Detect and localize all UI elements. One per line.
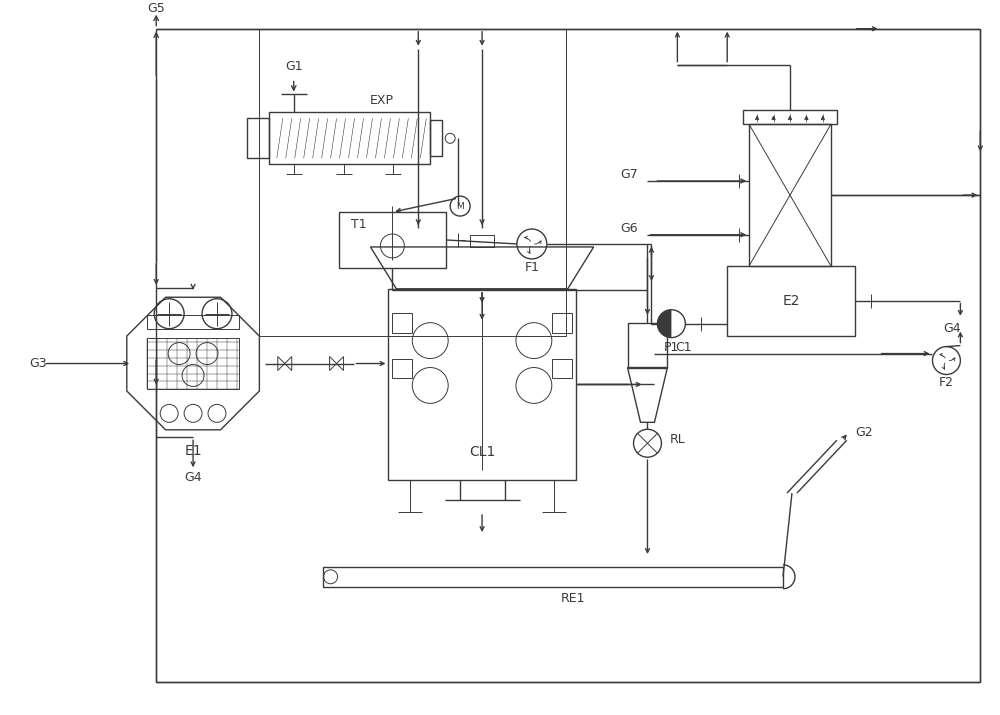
Text: G2: G2 [855, 426, 872, 439]
Text: G5: G5 [147, 2, 165, 15]
Text: G1: G1 [285, 59, 303, 72]
Bar [552, 312, 572, 332]
Bar [147, 315, 239, 329]
Text: G3: G3 [30, 357, 47, 370]
Text: F2: F2 [939, 376, 954, 389]
Bar [388, 289, 576, 480]
Bar [147, 337, 239, 390]
Text: G4: G4 [943, 322, 961, 335]
Text: G7: G7 [620, 169, 638, 182]
Text: E1: E1 [184, 444, 202, 458]
Text: E2: E2 [782, 294, 800, 307]
Text: RL: RL [669, 433, 685, 445]
Bar [628, 322, 667, 368]
Text: CL1: CL1 [469, 445, 495, 459]
Text: C1: C1 [675, 341, 692, 354]
Bar [470, 235, 494, 247]
Bar [392, 358, 412, 378]
Text: F1: F1 [524, 262, 539, 275]
Text: M: M [456, 202, 464, 211]
Bar [269, 112, 430, 164]
Bar [430, 120, 442, 157]
Text: T1: T1 [351, 217, 366, 230]
Bar [552, 358, 572, 378]
Text: G4: G4 [184, 470, 202, 483]
Bar [749, 124, 831, 266]
Bar [727, 266, 855, 335]
Text: P1: P1 [664, 341, 679, 354]
Bar [259, 29, 566, 335]
Bar [339, 212, 446, 268]
Text: EXP: EXP [370, 94, 394, 107]
Wedge shape [657, 310, 671, 337]
Text: G6: G6 [620, 222, 638, 235]
Bar [323, 567, 783, 587]
Text: RE1: RE1 [560, 592, 585, 605]
Bar [247, 119, 269, 158]
Bar [392, 312, 412, 332]
